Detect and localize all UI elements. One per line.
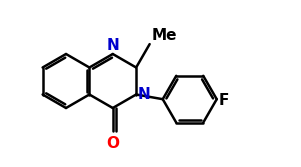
Text: Me: Me	[152, 28, 177, 43]
Text: N: N	[137, 87, 150, 102]
Text: F: F	[219, 93, 229, 108]
Text: O: O	[106, 136, 119, 151]
Text: N: N	[106, 38, 119, 53]
